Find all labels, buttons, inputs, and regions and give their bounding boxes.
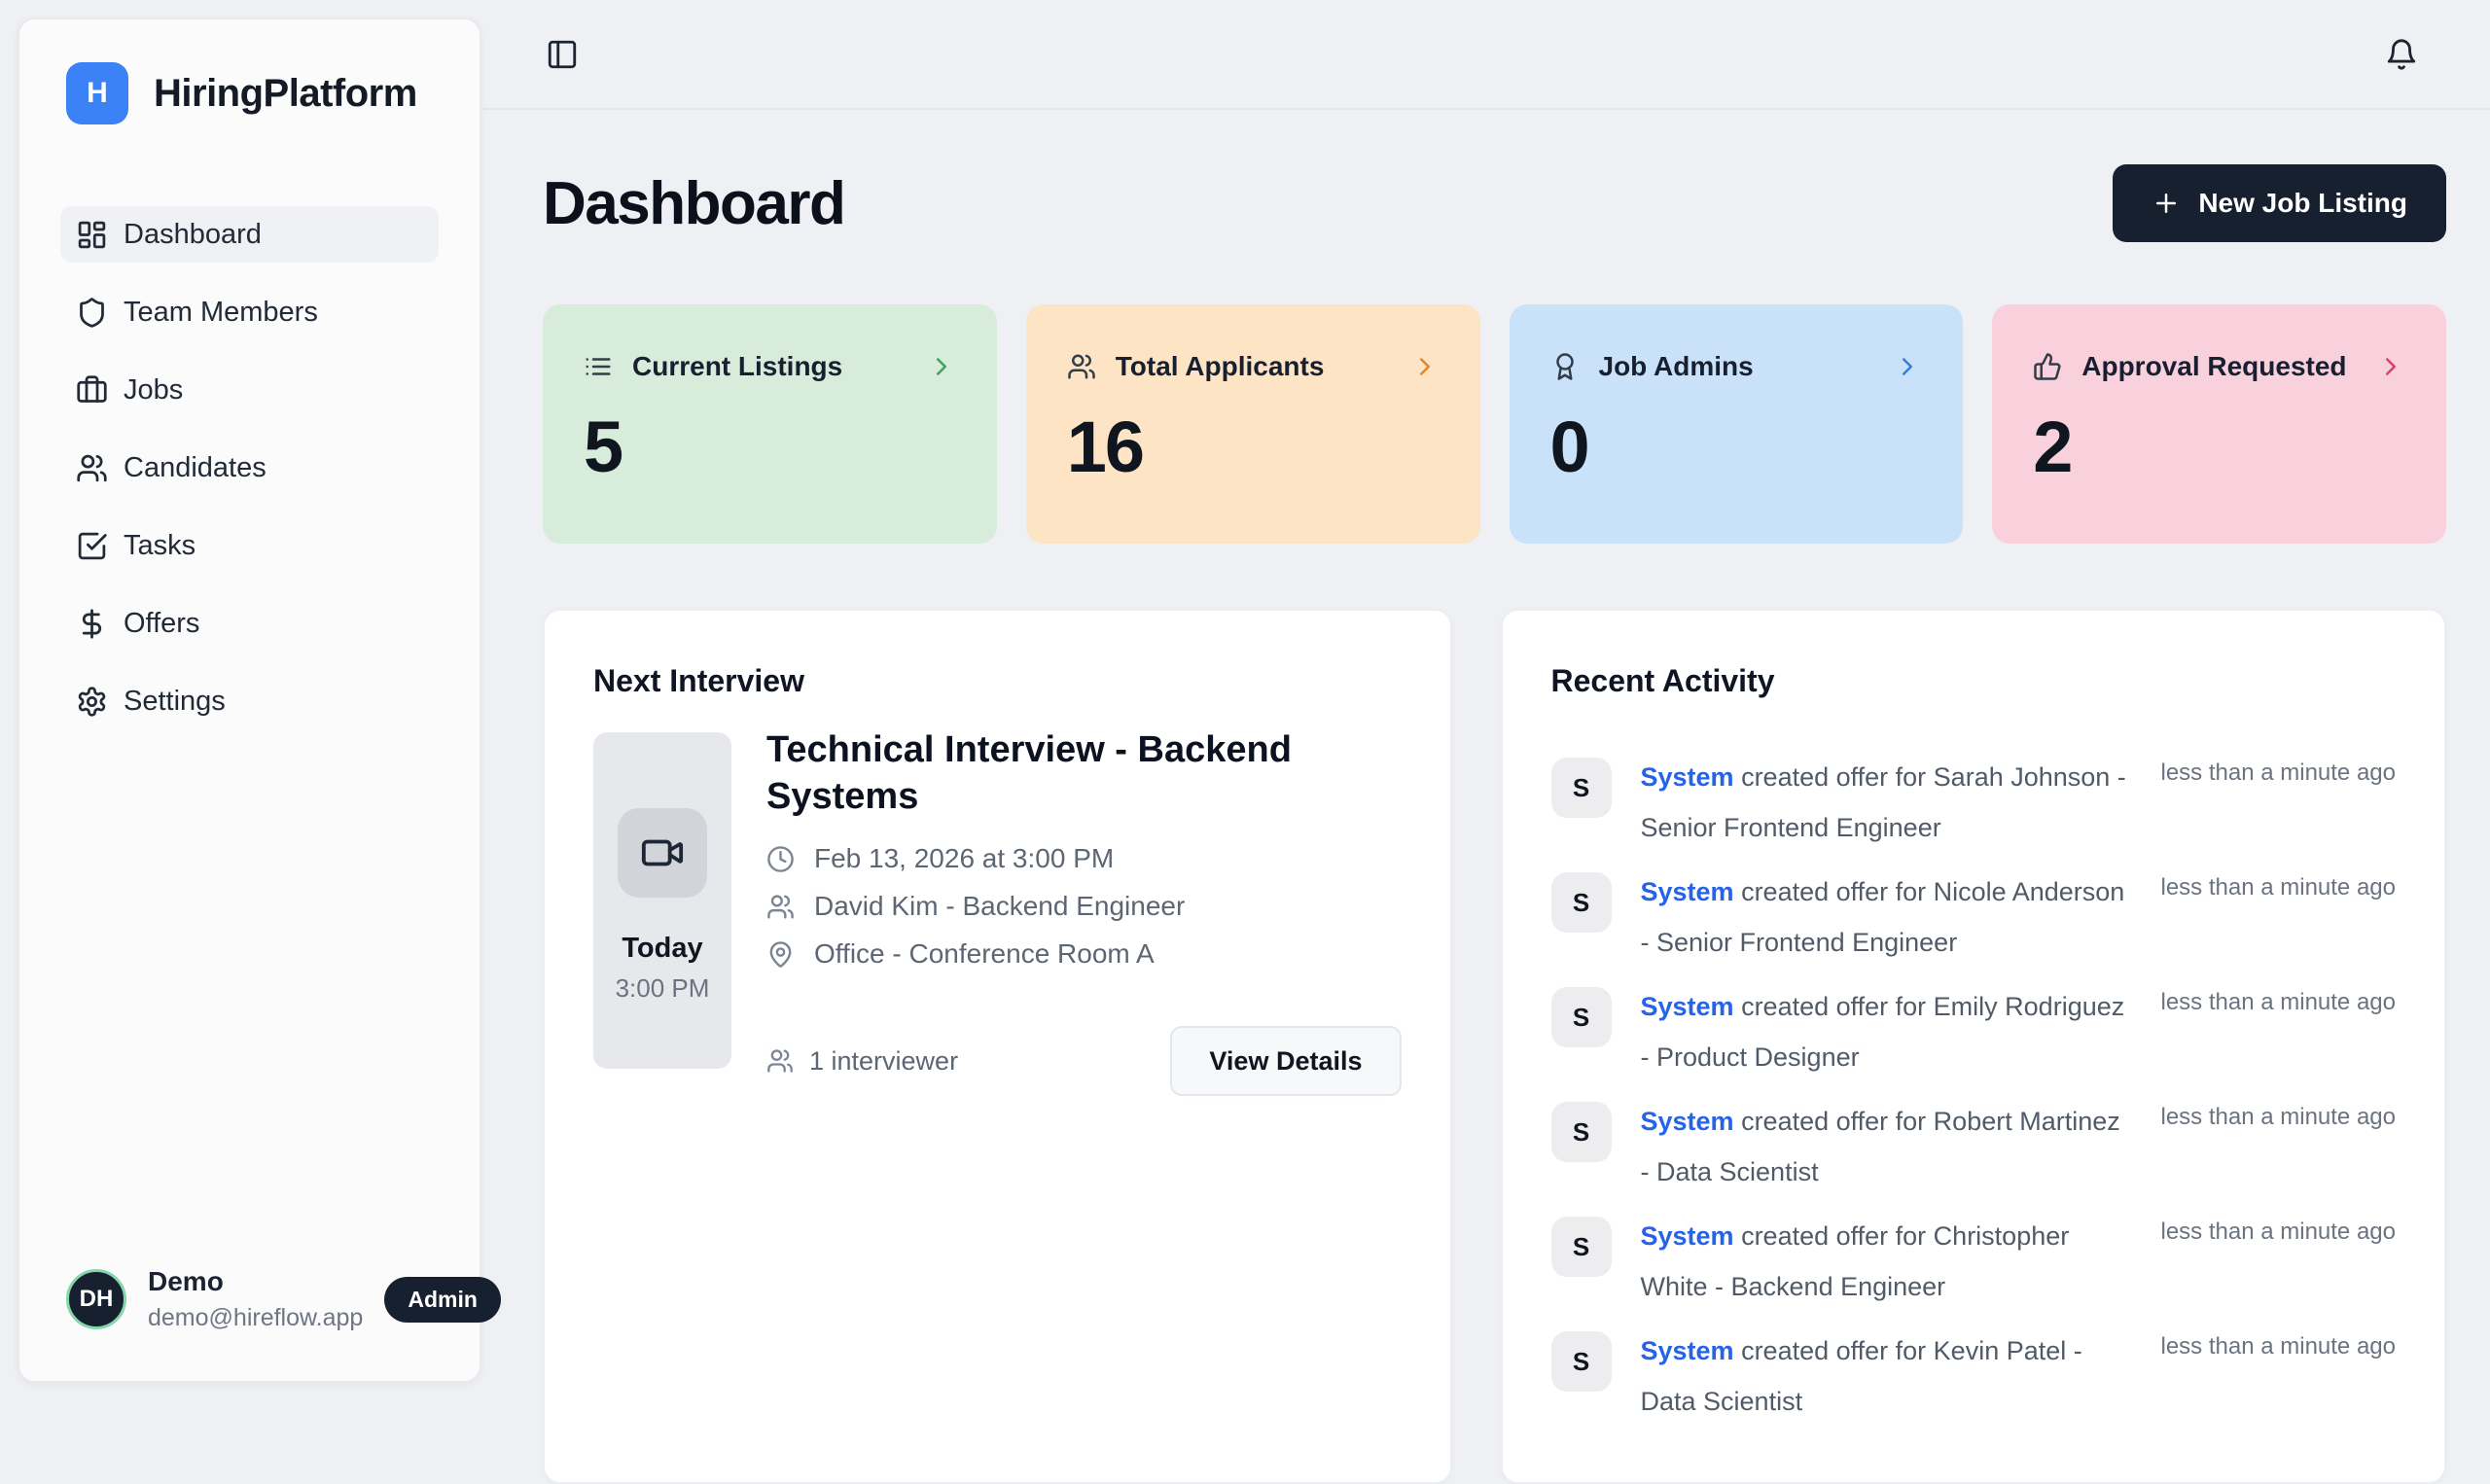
stat-value: 2 (2033, 406, 2073, 487)
activity-avatar: S (1550, 1217, 1612, 1277)
stat-card-approval-requested[interactable]: Approval Requested 2 (1992, 304, 2446, 544)
sidebar-item-jobs[interactable]: Jobs (60, 362, 439, 418)
stat-value: 0 (1549, 406, 1590, 487)
notifications-bell-icon[interactable] (2385, 38, 2418, 71)
new-job-listing-button[interactable]: New Job Listing (2113, 164, 2446, 242)
activity-actor-link[interactable]: System (1640, 1336, 1734, 1365)
check-square-icon (76, 530, 108, 562)
thumbs-up-icon (2033, 352, 2062, 381)
chevron-right-icon (927, 352, 956, 381)
stat-value: 16 (1066, 406, 1145, 487)
activity-item: S System created offer for Robert Martin… (1550, 1102, 2397, 1197)
interview-day: Today (622, 933, 703, 964)
award-icon (1550, 352, 1580, 381)
sidebar-item-dashboard[interactable]: Dashboard (60, 206, 439, 263)
stat-cards: Current Listings 5 Total Applicants 16 J… (543, 304, 2446, 544)
activity-item: S System created offer for Nicole Anders… (1550, 872, 2397, 968)
activity-actor-link[interactable]: System (1640, 762, 1734, 792)
interview-detail-row: Office - Conference Room A (766, 938, 1402, 970)
next-interview-title: Next Interview (593, 663, 804, 698)
stat-label: Total Applicants (1115, 351, 1325, 381)
chevron-right-icon (2376, 352, 2405, 381)
interview-detail-row: David Kim - Backend Engineer (766, 891, 1402, 922)
view-details-button[interactable]: View Details (1170, 1026, 1402, 1096)
main-area: Dashboard New Job Listing Current Listin… (481, 0, 2490, 1484)
sidebar-toggle-icon[interactable] (546, 38, 579, 71)
activity-avatar: S (1550, 758, 1612, 818)
user-name: Demo (148, 1266, 224, 1296)
sidebar-nav: Dashboard Team Members Jobs Candidates T… (60, 206, 439, 729)
activity-actor-link[interactable]: System (1640, 1107, 1734, 1136)
clock-icon (766, 845, 795, 873)
content: Dashboard New Job Listing Current Listin… (481, 164, 2490, 1484)
activity-actor-link[interactable]: System (1640, 1221, 1734, 1251)
interview-details: Feb 13, 2026 at 3:00 PM David Kim - Back… (766, 843, 1402, 970)
map-pin-icon (766, 940, 795, 969)
users-icon (766, 893, 795, 921)
stat-value: 5 (584, 406, 623, 487)
interview-detail-row: Feb 13, 2026 at 3:00 PM (766, 843, 1402, 874)
next-interview-panel: Next Interview Today 3:00 PM Technical I… (543, 609, 1452, 1484)
dollar-icon (76, 608, 108, 640)
app-name: HiringPlatform (154, 71, 417, 115)
list-icon (584, 352, 613, 381)
users-icon (76, 452, 108, 484)
activity-timestamp: less than a minute ago (2160, 874, 2397, 901)
activity-actor-link[interactable]: System (1640, 992, 1734, 1021)
sidebar-item-candidates[interactable]: Candidates (60, 440, 439, 496)
brand: H HiringPlatform (60, 62, 439, 124)
activity-timestamp: less than a minute ago (2160, 1219, 2397, 1245)
activity-avatar: S (1550, 1331, 1612, 1392)
sidebar-item-tasks[interactable]: Tasks (60, 517, 439, 574)
stat-card-total-applicants[interactable]: Total Applicants 16 (1025, 304, 1480, 544)
activity-actor-link[interactable]: System (1640, 877, 1734, 906)
topbar (481, 0, 2490, 110)
chevron-right-icon (1893, 352, 1922, 381)
sidebar-item-team-members[interactable]: Team Members (60, 284, 439, 340)
activity-avatar: S (1550, 1102, 1612, 1162)
users-icon (1067, 352, 1096, 381)
role-badge: Admin (384, 1276, 501, 1323)
activity-timestamp: less than a minute ago (2160, 989, 2397, 1015)
activity-item: S System created offer for Kevin Patel -… (1550, 1331, 2397, 1427)
user-row[interactable]: DH Demo demo@hireflow.app Admin (60, 1266, 501, 1332)
recent-activity-title: Recent Activity (1550, 663, 1775, 698)
chevron-right-icon (1410, 352, 1440, 381)
activity-list: S System created offer for Sarah Johnson… (1550, 758, 2397, 1427)
stat-card-current-listings[interactable]: Current Listings 5 (543, 304, 997, 544)
shield-icon (76, 297, 108, 329)
briefcase-icon (76, 374, 108, 406)
recent-activity-panel: Recent Activity S System created offer f… (1500, 609, 2446, 1484)
panels: Next Interview Today 3:00 PM Technical I… (543, 609, 2446, 1484)
layout-dashboard-icon (76, 219, 108, 251)
app-logo: H (66, 62, 128, 124)
page-header: Dashboard New Job Listing (543, 164, 2446, 242)
activity-timestamp: less than a minute ago (2160, 1104, 2397, 1130)
stat-label: Job Admins (1598, 351, 1754, 381)
page-title: Dashboard (543, 169, 846, 237)
video-camera-icon (640, 830, 685, 875)
interview-date-tile: Today 3:00 PM (593, 732, 731, 1069)
stat-card-job-admins[interactable]: Job Admins 0 (1509, 304, 1964, 544)
user-email: demo@hireflow.app (148, 1304, 364, 1331)
activity-item: S System created offer for Christopher W… (1550, 1217, 2397, 1312)
interviewer-count: 1 interviewer (766, 1046, 958, 1077)
activity-avatar: S (1550, 872, 1612, 933)
interview-time: 3:00 PM (615, 973, 710, 1003)
sidebar-item-offers[interactable]: Offers (60, 595, 439, 652)
sidebar-item-settings[interactable]: Settings (60, 673, 439, 729)
stat-label: Current Listings (632, 351, 843, 381)
activity-item: S System created offer for Sarah Johnson… (1550, 758, 2397, 853)
sidebar: H HiringPlatform Dashboard Team Members … (18, 18, 501, 1383)
stat-label: Approval Requested (2081, 351, 2347, 381)
activity-avatar: S (1550, 987, 1612, 1047)
activity-timestamp: less than a minute ago (2160, 760, 2397, 786)
interview-job-title: Technical Interview - Backend Systems (766, 729, 1292, 817)
avatar: DH (66, 1269, 126, 1329)
activity-item: S System created offer for Emily Rodrigu… (1550, 987, 2397, 1082)
users-icon (766, 1047, 794, 1075)
gear-icon (76, 686, 108, 718)
plus-icon (2152, 189, 2181, 218)
activity-timestamp: less than a minute ago (2160, 1333, 2397, 1360)
